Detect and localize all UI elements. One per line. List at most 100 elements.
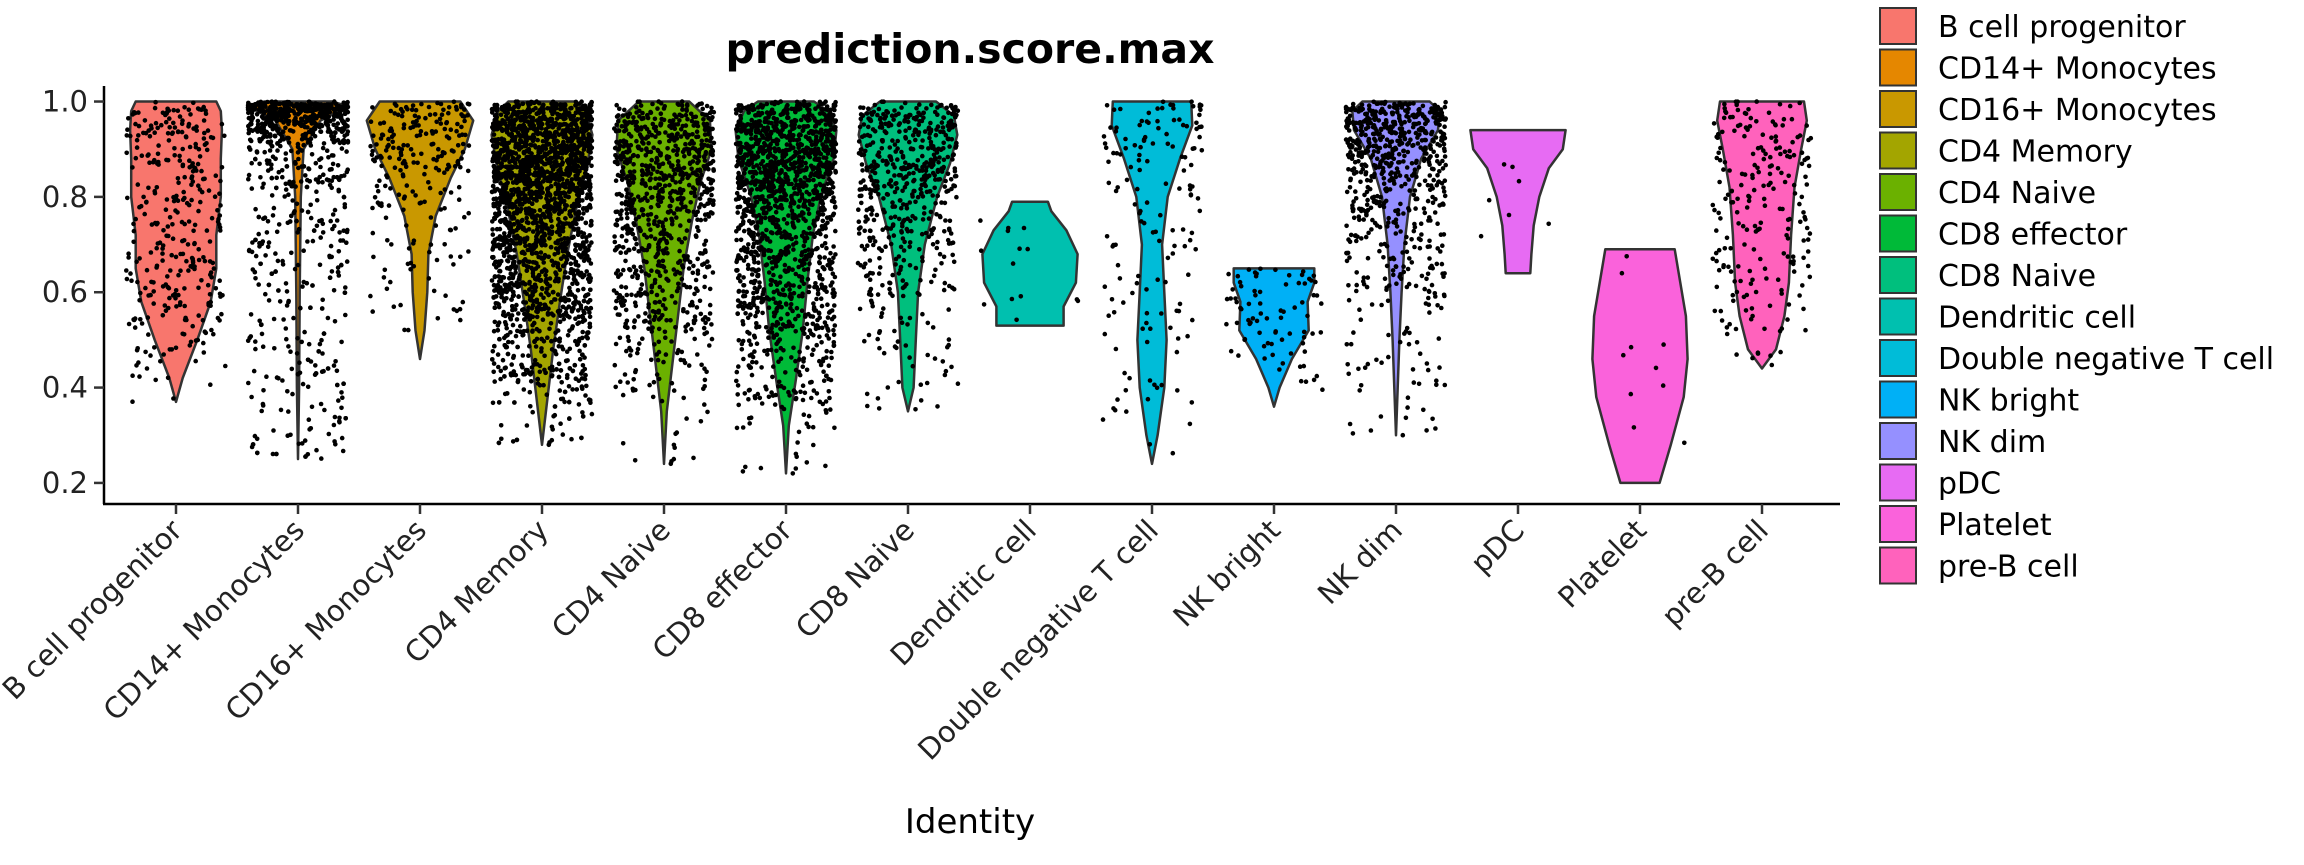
- data-point: [490, 349, 496, 354]
- data-point: [466, 249, 471, 254]
- data-point: [586, 178, 592, 183]
- data-point: [557, 388, 563, 393]
- data-point: [281, 120, 286, 125]
- data-point: [524, 220, 530, 225]
- data-point: [562, 389, 568, 395]
- data-point: [287, 219, 293, 224]
- data-point: [314, 102, 319, 107]
- data-point: [192, 165, 198, 171]
- data-point: [620, 176, 625, 181]
- data-point: [680, 107, 685, 112]
- data-point: [678, 127, 684, 132]
- data-point: [131, 221, 136, 227]
- data-point: [196, 146, 202, 152]
- data-point: [675, 190, 681, 195]
- data-point: [277, 101, 283, 107]
- data-point: [133, 121, 138, 127]
- data-point: [166, 285, 172, 291]
- data-point: [653, 176, 658, 182]
- data-point: [527, 389, 533, 395]
- data-point: [527, 178, 533, 183]
- data-point: [308, 426, 314, 431]
- data-point: [578, 303, 584, 308]
- data-point: [459, 124, 464, 130]
- data-point: [257, 138, 263, 144]
- data-point: [538, 122, 544, 128]
- data-point: [524, 423, 530, 428]
- data-point: [505, 124, 511, 129]
- data-point: [448, 254, 454, 259]
- data-point: [650, 325, 655, 331]
- data-point: [658, 121, 664, 126]
- data-point: [576, 402, 582, 407]
- data-point: [522, 371, 528, 377]
- data-point: [559, 131, 565, 137]
- data-point: [582, 310, 587, 316]
- data-point: [688, 200, 693, 205]
- data-point: [673, 143, 678, 149]
- data-point: [557, 308, 563, 314]
- data-point: [656, 326, 662, 332]
- data-point: [521, 387, 527, 392]
- data-point: [345, 124, 350, 129]
- data-point: [553, 122, 558, 128]
- data-point: [539, 106, 544, 111]
- data-point: [701, 142, 707, 148]
- data-point: [130, 399, 135, 405]
- data-point: [298, 305, 303, 311]
- data-point: [492, 343, 497, 349]
- data-point: [677, 271, 683, 276]
- data-point: [269, 143, 275, 149]
- data-point: [627, 159, 632, 164]
- data-point: [701, 183, 707, 189]
- data-point: [635, 153, 641, 159]
- data-point: [571, 143, 577, 148]
- data-point: [649, 268, 654, 274]
- data-point: [633, 119, 639, 125]
- data-point: [643, 318, 648, 324]
- data-point: [515, 379, 521, 385]
- data-point: [568, 152, 573, 158]
- data-point: [557, 122, 562, 127]
- data-point: [131, 110, 137, 115]
- data-point: [619, 303, 625, 308]
- data-point: [566, 194, 571, 200]
- data-point: [496, 400, 502, 405]
- data-point: [343, 285, 348, 290]
- data-point: [311, 228, 317, 233]
- data-point: [583, 393, 588, 398]
- data-point: [219, 165, 225, 170]
- data-point: [201, 118, 207, 123]
- data-point: [320, 110, 326, 115]
- data-point: [528, 208, 534, 213]
- data-point: [573, 242, 578, 248]
- data-point: [495, 352, 501, 357]
- data-point: [528, 142, 533, 148]
- data-point: [322, 407, 327, 413]
- data-point: [390, 139, 396, 145]
- data-point: [186, 219, 192, 224]
- data-point: [565, 313, 570, 319]
- data-point: [250, 442, 256, 447]
- data-point: [645, 112, 650, 118]
- data-point: [539, 285, 545, 291]
- data-point: [246, 176, 251, 182]
- data-point: [693, 233, 699, 238]
- data-point: [656, 376, 662, 382]
- data-point: [575, 168, 580, 174]
- data-point: [676, 281, 681, 287]
- data-point: [500, 357, 506, 363]
- data-point: [710, 211, 715, 216]
- data-point: [141, 194, 146, 200]
- data-point: [626, 247, 631, 253]
- data-point: [131, 317, 137, 323]
- data-point: [419, 151, 424, 157]
- data-point: [273, 251, 278, 256]
- data-point: [588, 136, 594, 142]
- data-point: [552, 106, 557, 112]
- data-point: [648, 176, 653, 181]
- data-point: [654, 292, 660, 298]
- data-point: [182, 105, 187, 110]
- data-point: [266, 240, 272, 245]
- data-point: [435, 100, 440, 106]
